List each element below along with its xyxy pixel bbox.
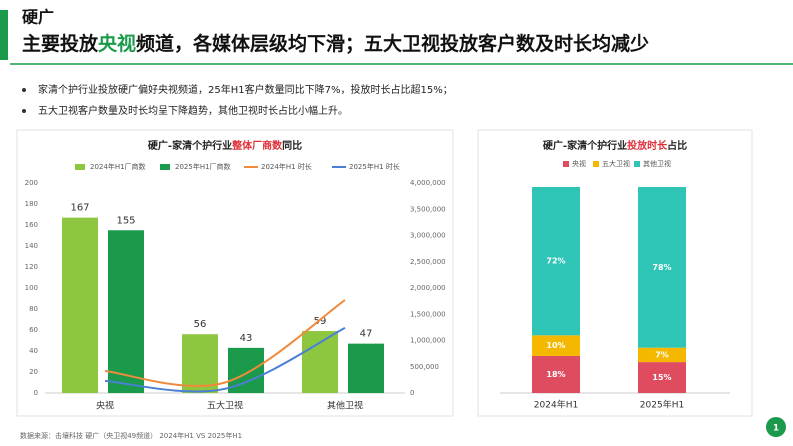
y-tick-label: 80: [29, 305, 38, 313]
page-number: 1: [773, 424, 779, 434]
y-tick-label: 40: [29, 347, 38, 355]
data-label: 7%: [655, 350, 669, 359]
data-label: 167: [70, 203, 89, 214]
bar: [108, 230, 144, 393]
y2-tick-label: 500,000: [410, 363, 439, 371]
title-part: 占比: [667, 139, 687, 152]
data-label: 78%: [652, 263, 671, 272]
title-part: 硬广-家清个护行业: [148, 139, 232, 152]
bar-segment: [532, 335, 580, 356]
data-label: 10%: [546, 341, 565, 350]
data-label: 18%: [546, 370, 565, 379]
x-tick-label: 2025年H1: [640, 399, 684, 411]
legend-swatch: [75, 164, 85, 170]
line: [104, 299, 346, 387]
bullet-dot: [22, 109, 26, 113]
legend-label: 五大卫视: [602, 159, 630, 168]
y-tick-label: 0: [34, 389, 38, 397]
data-label: 56: [194, 319, 207, 330]
y2-tick-label: 3,000,000: [410, 232, 446, 240]
bar: [182, 334, 218, 393]
data-label: 43: [240, 333, 253, 344]
panel: [16, 129, 454, 417]
title: 硬广-家清个护行业投放时长占比: [543, 139, 687, 152]
bar: [348, 343, 384, 393]
section-label: 硬广: [22, 8, 54, 27]
legend-label: 2025年H1厂商数: [175, 162, 231, 171]
title: 硬广-家清个护行业整体厂商数同比: [148, 139, 302, 152]
legend-swatch: [563, 161, 569, 167]
bar: [62, 217, 98, 393]
y-tick-label: 140: [25, 242, 38, 250]
title-part: 同比: [282, 139, 302, 152]
bar-segment: [532, 355, 580, 393]
data-label: 15%: [652, 373, 671, 382]
legend-swatch: [634, 161, 640, 167]
page-badge: [766, 417, 786, 437]
y2-tick-label: 1,000,000: [410, 337, 446, 345]
data-label: 72%: [546, 257, 565, 266]
bar-segment: [638, 362, 686, 393]
legend-label: 其他卫视: [643, 159, 671, 168]
bullet-text: 家清个护行业投放硬广偏好央视频道，25年H1客户数量同比下降7%，投放时长占比超…: [38, 83, 453, 96]
y-tick-label: 200: [25, 179, 38, 187]
bar: [302, 331, 338, 393]
title-part: 频道，各媒体层级均下滑；五大卫视投放客户数及时长均减少: [136, 32, 649, 55]
source-note: 数据来源：击壤科技 硬广（央卫视49频道） 2024年H1 VS 2025年H1: [20, 431, 242, 440]
y2-tick-label: 3,500,000: [410, 205, 446, 213]
bar-segment: [638, 347, 686, 363]
panel: [477, 129, 753, 417]
title-part: 主要投放: [22, 32, 99, 55]
y2-tick-label: 2,000,000: [410, 284, 446, 292]
bar-segment: [638, 187, 686, 348]
bullet-dot: [22, 88, 26, 92]
y-tick-label: 160: [25, 221, 38, 229]
legend-swatch: [160, 164, 170, 170]
title-part: 整体厂商数: [231, 139, 283, 152]
x-tick-label: 其他卫视: [327, 400, 363, 412]
accent-bar: [0, 10, 8, 60]
y2-tick-label: 0: [410, 389, 414, 397]
title-part: 投放时长: [627, 139, 668, 152]
y2-tick-label: 4,000,000: [410, 179, 446, 187]
y2-tick-label: 1,500,000: [410, 310, 446, 318]
x-tick-label: 2024年H1: [534, 399, 578, 411]
bar-segment: [532, 187, 580, 336]
y-tick-label: 120: [25, 263, 38, 271]
data-label: 47: [360, 329, 373, 340]
title-part: 央视: [98, 32, 136, 55]
legend-label: 央视: [572, 159, 586, 168]
data-label: 155: [116, 215, 135, 226]
title-part: 硬广-家清个护行业: [543, 139, 627, 152]
legend-label: 2025年H1 时长: [349, 162, 400, 171]
y-tick-label: 60: [29, 326, 38, 334]
legend-label: 2024年H1 时长: [261, 162, 312, 171]
y-tick-label: 20: [29, 368, 38, 376]
x-tick-label: 央视: [96, 400, 114, 412]
line: [104, 327, 346, 393]
data-label: 59: [314, 316, 327, 327]
x-tick-label: 五大卫视: [207, 400, 243, 412]
title: 主要投放央视频道，各媒体层级均下滑；五大卫视投放客户数及时长均减少: [22, 32, 649, 55]
legend-label: 2024年H1厂商数: [90, 162, 146, 171]
y-tick-label: 180: [25, 200, 38, 208]
legend-swatch: [593, 161, 599, 167]
bullet-text: 五大卫视客户数量及时长均呈下降趋势，其他卫视时长占比小幅上升。: [38, 104, 348, 117]
y-tick-label: 100: [25, 284, 38, 292]
y2-tick-label: 2,500,000: [410, 258, 446, 266]
